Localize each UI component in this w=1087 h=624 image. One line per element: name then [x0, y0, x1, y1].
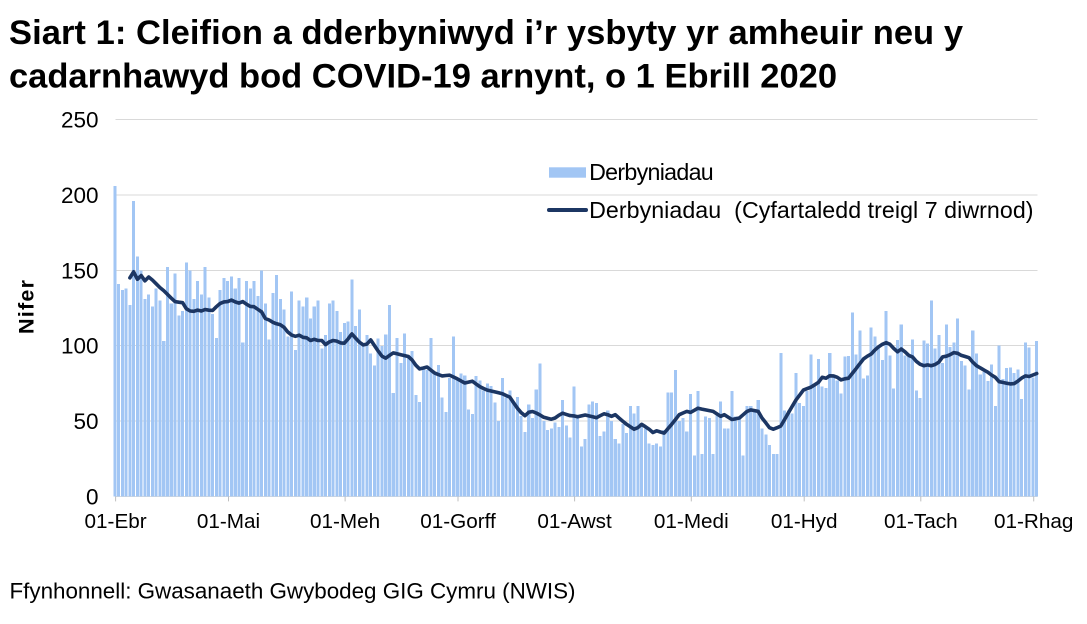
svg-text:01-Gorff: 01-Gorff — [420, 510, 496, 533]
svg-text:Derbyniadau: Derbyniadau — [589, 159, 714, 185]
svg-text:01-Medi: 01-Medi — [654, 510, 729, 533]
svg-text:cadarnhawyd bod COVID-19 arnyn: cadarnhawyd bod COVID-19 arnynt, o 1 Ebr… — [9, 58, 837, 96]
svg-text:Derbyniadau (Cyfartaledd trei: Derbyniadau (Cyfartaledd treigl 7 diwrno… — [589, 197, 1033, 223]
svg-text:01-Awst: 01-Awst — [537, 510, 612, 533]
svg-text:Siart 1: Cleifion a dderbyniwy: Siart 1: Cleifion a dderbyniwyd i’r ysby… — [9, 14, 963, 52]
svg-text:01-Ebr: 01-Ebr — [85, 510, 147, 533]
svg-text:Ffynhonnell: Gwasanaeth Gwybod: Ffynhonnell: Gwasanaeth Gwybodeg GIG Cym… — [10, 579, 576, 604]
svg-text:Nifer: Nifer — [15, 279, 39, 334]
svg-text:200: 200 — [61, 183, 99, 208]
svg-text:250: 250 — [61, 108, 99, 133]
svg-text:01-Hyd: 01-Hyd — [771, 510, 838, 533]
svg-text:150: 150 — [61, 258, 99, 283]
svg-text:01-Rhag: 01-Rhag — [994, 510, 1073, 533]
svg-text:01-Tach: 01-Tach — [884, 510, 958, 533]
svg-text:50: 50 — [73, 409, 98, 434]
svg-text:100: 100 — [61, 334, 99, 359]
svg-text:01-Meh: 01-Meh — [310, 510, 380, 533]
svg-text:0: 0 — [86, 484, 99, 509]
svg-text:01-Mai: 01-Mai — [197, 510, 260, 533]
